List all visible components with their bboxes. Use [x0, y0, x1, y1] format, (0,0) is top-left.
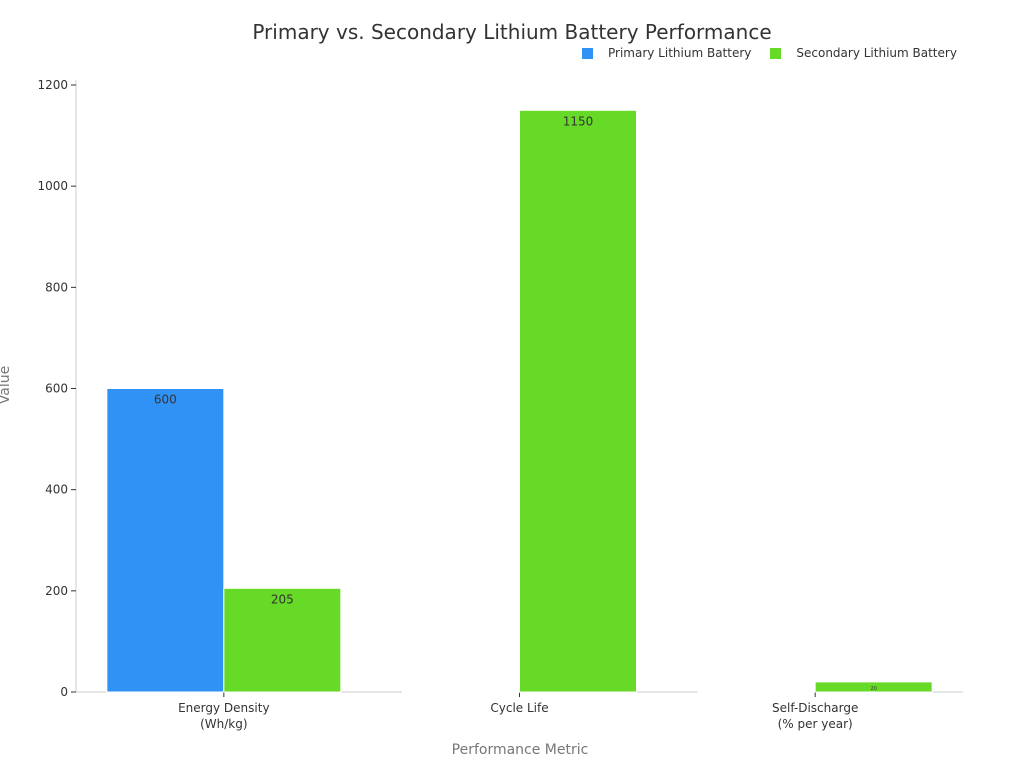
x-tick-label: Energy Density: [178, 701, 269, 715]
bar-primary[interactable]: [402, 690, 520, 693]
bar-secondary[interactable]: [519, 109, 637, 693]
chart-title: Primary vs. Secondary Lithium Battery Pe…: [252, 20, 772, 44]
legend-swatch-secondary: [770, 47, 782, 59]
y-tick-label: 0: [60, 685, 68, 699]
x-tick-label: Cycle Life: [490, 701, 548, 715]
bar-value-label: 1150: [563, 114, 594, 128]
legend-swatch-primary: [582, 47, 593, 59]
bar-secondary[interactable]: [223, 587, 342, 693]
y-tick-label: 200: [45, 584, 68, 598]
y-tick-label: 400: [45, 483, 68, 497]
y-tick-label: 1200: [37, 78, 68, 92]
bar-secondary[interactable]: [814, 681, 933, 693]
legend: Primary Lithium Battery Secondary Lithiu…: [582, 46, 976, 60]
bar-primary[interactable]: [106, 388, 225, 693]
bar-value-label: 20: [870, 686, 876, 692]
y-tick-label: 1000: [37, 179, 68, 193]
y-tick-label: 800: [45, 280, 68, 294]
legend-item-primary[interactable]: Primary Lithium Battery: [582, 46, 751, 60]
legend-label-primary: Primary Lithium Battery: [608, 46, 752, 60]
bar-primary[interactable]: [697, 690, 816, 693]
bar-value-label: 205: [271, 592, 294, 606]
y-tick-label: 600: [45, 382, 68, 396]
x-tick-label: (% per year): [778, 717, 853, 731]
bar-value-label: 600: [154, 393, 177, 407]
legend-item-secondary[interactable]: Secondary Lithium Battery: [770, 46, 957, 60]
x-axis-label: Performance Metric: [451, 742, 589, 758]
y-axis-label: Value: [0, 365, 14, 405]
x-tick-label: Self-Discharge: [772, 701, 858, 715]
legend-label-secondary: Secondary Lithium Battery: [796, 46, 957, 60]
x-tick-label: (Wh/kg): [200, 717, 247, 731]
